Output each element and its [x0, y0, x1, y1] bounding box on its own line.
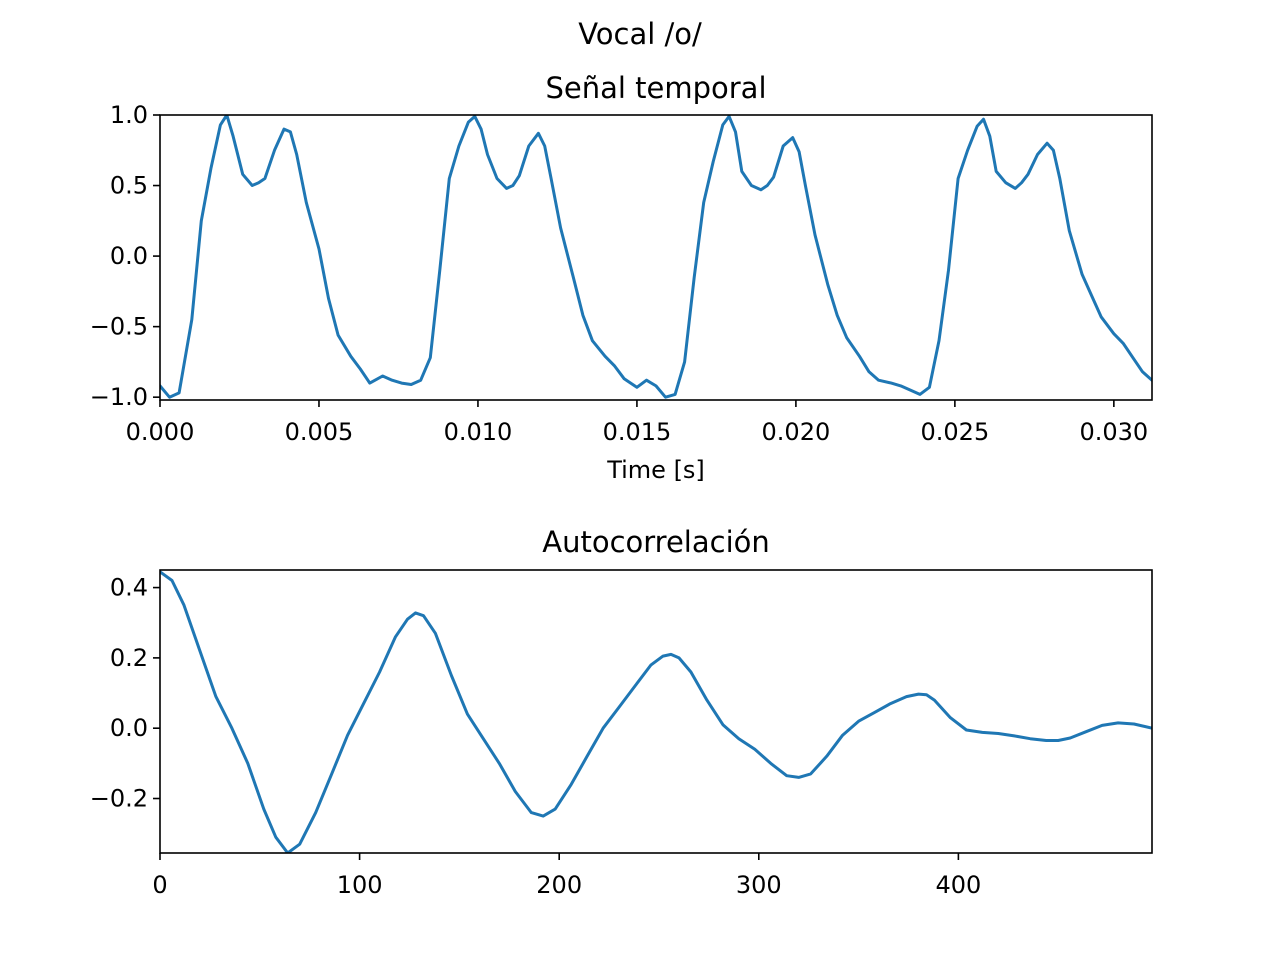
autocorrelation-x-tick-label: 400	[935, 871, 981, 899]
autocorrelation-x-tick-label: 200	[536, 871, 582, 899]
autocorrelation-y-ticks: 0.4 0.2 0.0 −0.2	[90, 574, 160, 813]
signal-y-tick-label: −0.5	[90, 313, 148, 341]
autocorrelation-x-tick-label: 0	[152, 871, 167, 899]
signal-series-line	[160, 115, 1152, 399]
autocorrelation-x-ticks: 0 100 200 300 400	[152, 853, 981, 899]
signal-y-ticks: 1.0 0.5 0.0 −0.5 −1.0	[90, 101, 160, 411]
signal-x-tick-label: 0.025	[921, 418, 990, 446]
autocorrelation-axes-frame	[159, 569, 1153, 854]
signal-y-tick-label: 1.0	[110, 101, 148, 129]
signal-axes: Señal temporal 0.000 0.005 0.010 0.015 0.020…	[90, 71, 1153, 484]
autocorrelation-axes: Autocorrelación 0 100 200 300 400 0.4 0.2 0.0 −…	[90, 525, 1153, 899]
signal-title: Señal temporal	[545, 71, 766, 105]
autocorrelation-plot-area	[160, 570, 1152, 853]
figure-suptitle: Vocal /o/	[578, 17, 702, 51]
signal-axes-frame	[159, 114, 1153, 401]
signal-plot-area	[160, 115, 1152, 399]
signal-y-tick-label: 0.0	[110, 242, 148, 270]
signal-y-tick-label: −1.0	[90, 383, 148, 411]
signal-x-tick-label: 0.005	[285, 418, 354, 446]
autocorrelation-y-tick-label: 0.2	[110, 644, 148, 672]
autocorrelation-x-tick-label: 100	[337, 871, 383, 899]
signal-x-label: Time [s]	[606, 456, 705, 484]
signal-x-ticks: 0.000 0.005 0.010 0.015 0.020 0.025 0.030	[126, 400, 1148, 446]
signal-y-tick-label: 0.5	[110, 172, 148, 200]
autocorrelation-series-line	[160, 570, 1152, 853]
signal-x-tick-label: 0.030	[1079, 418, 1148, 446]
autocorrelation-y-tick-label: −0.2	[90, 785, 148, 813]
signal-x-tick-label: 0.020	[762, 418, 831, 446]
signal-x-tick-label: 0.015	[603, 418, 672, 446]
autocorrelation-x-tick-label: 300	[736, 871, 782, 899]
autocorrelation-title: Autocorrelación	[542, 525, 770, 559]
autocorrelation-y-tick-label: 0.4	[110, 574, 148, 602]
signal-x-tick-label: 0.000	[126, 418, 195, 446]
autocorrelation-y-tick-label: 0.0	[110, 714, 148, 742]
signal-x-tick-label: 0.010	[444, 418, 513, 446]
